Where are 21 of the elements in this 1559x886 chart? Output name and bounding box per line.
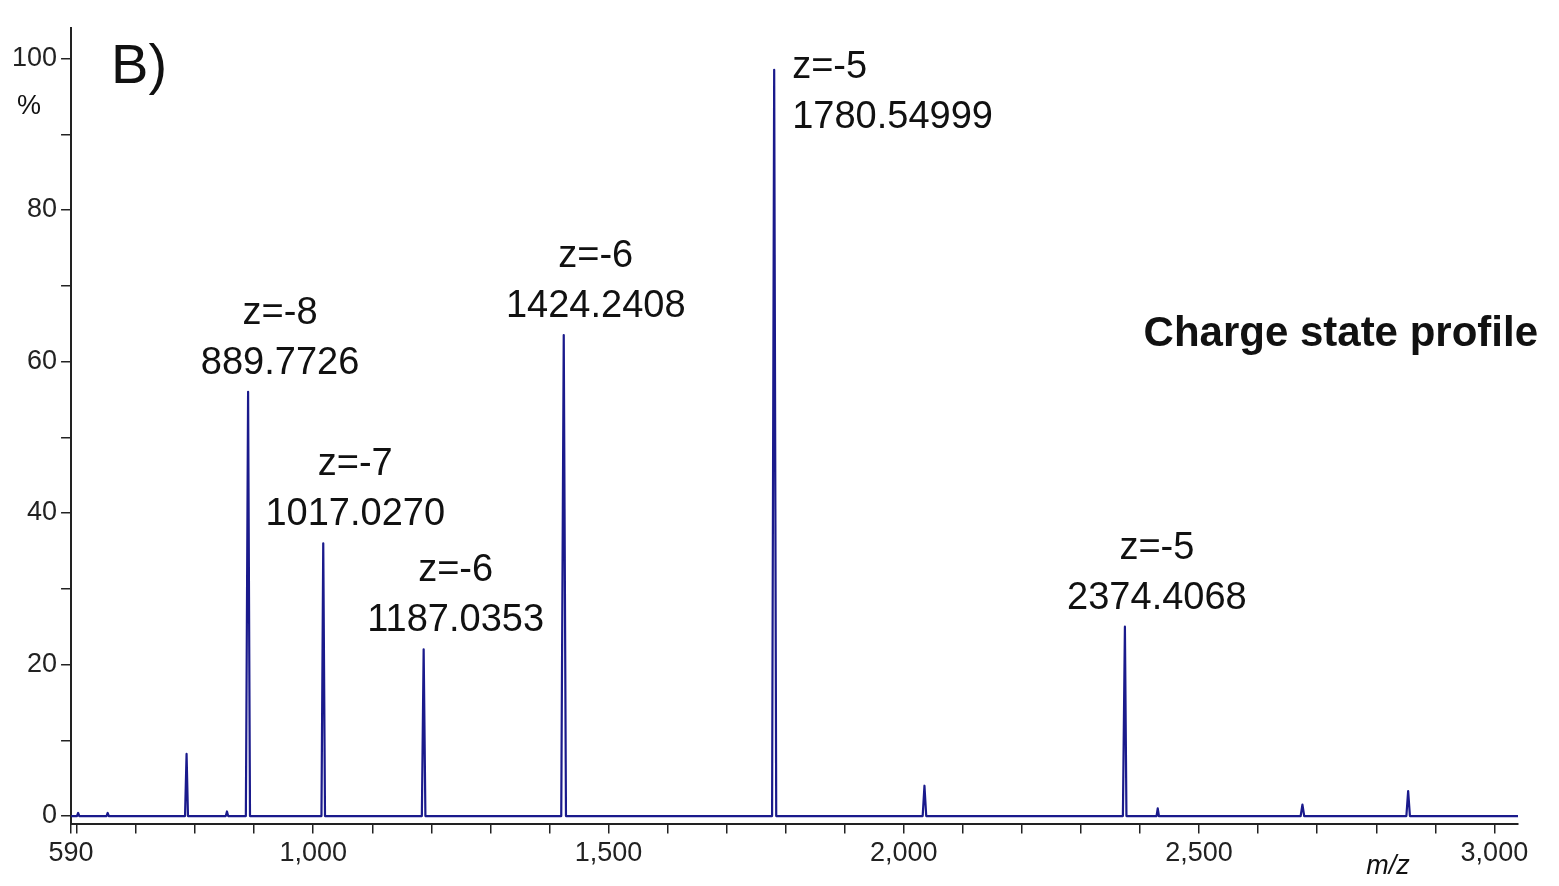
x-tick-label: 1,000 (279, 837, 347, 868)
y-tick-label: 40 (27, 496, 58, 527)
y-tick-label: 80 (27, 193, 58, 224)
x-axis-title: m/z (1366, 849, 1411, 880)
x-tick-label: 2,000 (869, 837, 938, 868)
annotation: Charge state profile (1143, 308, 1538, 356)
y-axis-title: % (17, 89, 42, 120)
x-tick-label: 590 (48, 837, 94, 868)
x-tick-label: 3,000 (1460, 837, 1529, 868)
y-tick-label: 0 (42, 799, 58, 830)
annotation: z=-6 1424.2408 (505, 233, 686, 325)
chart-title: B) (111, 32, 168, 96)
annotation: z=-6 1187.0353 (367, 547, 545, 640)
annotation: z=-8 889.7726 (200, 289, 360, 382)
y-tick-label: 100 (11, 41, 58, 72)
x-tick-label: 1,500 (574, 837, 643, 868)
annotation: z=-5 1780.54999 (792, 44, 993, 137)
y-tick-label: 20 (27, 647, 58, 678)
annotation: z=-5 2374.4068 (1067, 524, 1247, 617)
x-tick-label: 2,500 (1165, 837, 1233, 868)
y-tick-label: 60 (27, 344, 58, 375)
